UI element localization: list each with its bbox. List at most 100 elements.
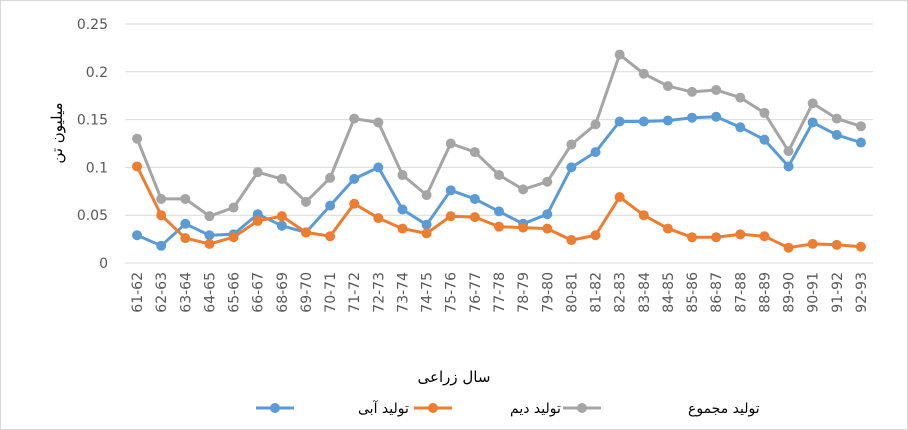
data-point xyxy=(735,122,746,133)
data-point xyxy=(204,211,215,222)
data-point xyxy=(156,240,167,251)
data-point xyxy=(783,146,794,157)
y-tick-label: 0.05 xyxy=(77,208,108,224)
data-point xyxy=(855,241,866,252)
data-point xyxy=(494,221,504,232)
data-point xyxy=(807,117,818,128)
data-point xyxy=(687,86,698,97)
y-tick-label: 0.2 xyxy=(86,65,108,81)
x-tick-label: 90-91 xyxy=(806,272,822,313)
data-point xyxy=(228,202,239,213)
data-point xyxy=(397,204,408,215)
data-point xyxy=(638,116,649,127)
y-tick-label: 0.15 xyxy=(77,113,108,129)
data-point xyxy=(373,117,384,128)
data-point xyxy=(469,193,480,204)
data-point xyxy=(421,190,432,201)
data-point xyxy=(180,233,191,244)
x-tick-label: 73-74 xyxy=(395,272,411,313)
data-point xyxy=(759,107,770,118)
legend-label: تولید دیم xyxy=(510,401,561,417)
data-point xyxy=(445,185,456,196)
x-tick-label: 61-62 xyxy=(130,272,146,313)
y-axis-ticks: 0 0.05 0.1 0.15 0.2 0.25 xyxy=(77,17,108,272)
data-point xyxy=(445,138,456,149)
data-point xyxy=(687,112,698,123)
x-tick-label: 79-80 xyxy=(540,272,556,313)
data-point xyxy=(300,227,311,238)
data-point xyxy=(783,161,794,172)
data-point xyxy=(276,220,287,231)
data-point xyxy=(662,223,673,234)
x-tick-label: 88-89 xyxy=(757,272,773,313)
data-point xyxy=(542,176,553,187)
data-point xyxy=(349,113,360,124)
x-tick-label: 84-85 xyxy=(661,272,677,313)
x-tick-label: 62-63 xyxy=(154,272,170,313)
data-point xyxy=(542,209,553,220)
data-point xyxy=(276,173,287,184)
x-tick-label: 76-77 xyxy=(468,272,484,313)
data-point xyxy=(759,134,770,145)
data-point xyxy=(831,129,842,140)
data-point xyxy=(662,81,673,92)
data-point xyxy=(300,196,311,207)
data-point xyxy=(831,239,842,250)
data-point xyxy=(252,167,263,178)
x-axis-ticks: 61-62 62-63 63-64 64-65 65-66 66-67 68-69 69-70… xyxy=(130,272,870,313)
data-point xyxy=(638,210,649,221)
data-point xyxy=(325,231,336,242)
data-point xyxy=(614,49,625,60)
x-tick-label: 69-70 xyxy=(299,272,315,313)
data-point xyxy=(349,173,360,184)
data-point xyxy=(590,119,601,130)
x-tick-label: 87-88 xyxy=(733,272,749,313)
data-point xyxy=(662,115,673,126)
y-tick-label: 0 xyxy=(99,256,108,272)
legend: تولید آبی تولید دیم تولید مجموع xyxy=(256,400,760,417)
x-tick-label: 63-64 xyxy=(178,272,194,313)
data-point xyxy=(614,192,625,203)
x-tick-label: 89-90 xyxy=(782,272,798,313)
data-point xyxy=(325,200,336,211)
data-point xyxy=(831,113,842,124)
data-point xyxy=(807,238,818,249)
data-point xyxy=(373,162,384,173)
data-point xyxy=(421,219,432,230)
data-point xyxy=(687,232,698,243)
gridlines xyxy=(125,23,873,264)
data-point xyxy=(180,193,191,204)
data-point xyxy=(542,223,553,234)
data-point xyxy=(614,116,625,127)
x-tick-label: 82-83 xyxy=(613,272,629,313)
series-markers xyxy=(132,49,866,253)
data-point xyxy=(494,170,504,181)
x-tick-label: 81-82 xyxy=(589,272,605,313)
data-point xyxy=(855,137,866,148)
y-tick-label: 0.25 xyxy=(77,17,108,33)
data-point xyxy=(180,218,191,229)
data-point xyxy=(397,170,408,181)
data-point xyxy=(204,230,215,241)
x-tick-label: 91-92 xyxy=(830,272,846,313)
data-point xyxy=(494,206,504,217)
x-tick-label: 77-78 xyxy=(492,272,508,313)
x-tick-label: 68-69 xyxy=(275,272,291,313)
data-point xyxy=(469,212,480,223)
legend-swatch-marker xyxy=(270,403,280,413)
x-tick-label: 75-76 xyxy=(444,272,460,313)
data-point xyxy=(566,162,577,173)
data-point xyxy=(590,230,601,241)
data-point xyxy=(711,232,722,243)
legend-label: تولید مجموع xyxy=(688,401,760,417)
data-point xyxy=(711,84,722,95)
data-point xyxy=(807,98,818,109)
data-point xyxy=(421,228,432,239)
series-line-2 xyxy=(135,53,862,218)
y-tick-label: 0.1 xyxy=(86,160,108,176)
data-point xyxy=(204,238,215,249)
data-point xyxy=(132,161,143,172)
x-tick-label: 74-75 xyxy=(420,272,436,313)
data-point xyxy=(325,172,336,183)
data-point xyxy=(469,147,480,158)
